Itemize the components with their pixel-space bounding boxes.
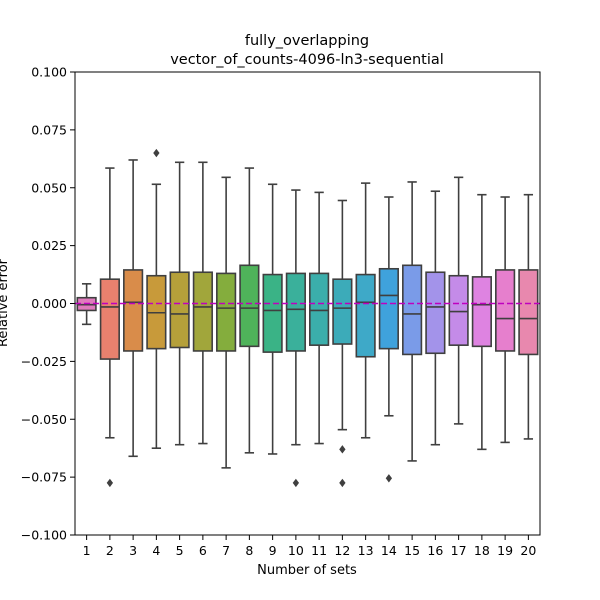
x-tick-label: 4 [152, 543, 160, 558]
outlier-marker [106, 478, 114, 488]
box-body [216, 272, 237, 352]
plot-frame [74, 71, 541, 536]
box-group-10 [285, 189, 306, 488]
outlier-marker [153, 148, 160, 158]
box-body [402, 264, 423, 356]
box-group-2 [99, 167, 120, 488]
x-axis-label: Number of sets [257, 563, 357, 578]
x-tick-label: 3 [129, 543, 137, 558]
x-tick-label: 16 [427, 543, 443, 558]
box-group-19 [495, 196, 516, 444]
box-group-11 [309, 191, 330, 445]
box-group-18 [471, 193, 492, 451]
box-group-8 [239, 167, 260, 454]
title-line-1: fully_overlapping [245, 33, 369, 49]
x-tick-label: 10 [288, 543, 304, 558]
outlier-marker [292, 478, 300, 488]
x-tick-label: 18 [474, 543, 490, 558]
box-group-16 [425, 190, 446, 446]
y-tick-label: −0.100 [21, 528, 67, 543]
box-group-12 [332, 199, 353, 488]
outlier-marker [339, 478, 346, 488]
x-tick-label: 11 [311, 543, 327, 558]
y-tick-label: −0.050 [21, 412, 67, 427]
x-tick-label: 2 [106, 543, 114, 558]
box-body [169, 271, 190, 349]
box-series [76, 148, 539, 488]
x-tick-label: 5 [176, 543, 184, 558]
box-body [471, 276, 492, 348]
box-body [378, 267, 399, 350]
box-body [192, 271, 213, 352]
box-group-17 [448, 176, 469, 425]
box-group-20 [518, 193, 539, 440]
x-axis-ticks: 1 2 3 4 5 6 7 8 9 10 11 12 13 14 15 16 17 18 19 20 [83, 535, 536, 558]
box-group-4 [146, 148, 167, 449]
outlier-marker [339, 445, 346, 454]
y-tick-label: 0.000 [31, 296, 67, 311]
y-tick-label: 0.025 [31, 238, 67, 253]
y-tick-label: 0.100 [31, 65, 67, 80]
title-line-2: vector_of_counts-4096-ln3-sequential [170, 52, 444, 68]
box-group-14 [378, 196, 399, 483]
x-tick-label: 8 [245, 543, 253, 558]
box-body [309, 272, 330, 346]
x-tick-label: 17 [451, 543, 467, 558]
box-group-5 [169, 161, 190, 446]
box-group-13 [355, 182, 376, 439]
box-body [285, 272, 306, 352]
box-body [355, 273, 376, 358]
y-tick-label: 0.050 [31, 180, 67, 195]
x-tick-label: 12 [334, 543, 350, 558]
y-tick-label: −0.025 [21, 354, 67, 369]
box-body [518, 269, 539, 356]
box-group-15 [402, 181, 423, 462]
x-tick-label: 6 [199, 543, 207, 558]
box-body [99, 278, 120, 360]
box-group-7 [216, 176, 237, 469]
box-group-6 [192, 161, 213, 445]
y-axis-ticks: −0.100 −0.075 −0.050 −0.025 0.000 0.025 0.050 0… [21, 65, 75, 543]
x-tick-label: 13 [358, 543, 374, 558]
y-axis-label: Relative error [0, 258, 11, 347]
box-body [332, 278, 353, 345]
x-tick-label: 7 [222, 543, 230, 558]
box-body [262, 273, 283, 353]
x-tick-label: 19 [497, 543, 513, 558]
x-tick-label: 1 [83, 543, 91, 558]
x-tick-label: 20 [520, 543, 536, 558]
y-tick-label: −0.075 [21, 470, 67, 485]
x-tick-label: 14 [381, 543, 397, 558]
box-group-3 [123, 159, 144, 458]
box-body [239, 264, 260, 348]
box-body [495, 269, 516, 352]
box-body [448, 274, 469, 346]
x-tick-label: 15 [404, 543, 420, 558]
outlier-marker [385, 474, 393, 483]
box-body [425, 271, 446, 355]
box-body [123, 269, 144, 352]
box-group-9 [262, 183, 283, 455]
x-tick-label: 9 [269, 543, 277, 558]
chart-title: fully_overlapping vector_of_counts-4096-… [170, 33, 444, 68]
y-tick-label: 0.075 [31, 122, 67, 137]
